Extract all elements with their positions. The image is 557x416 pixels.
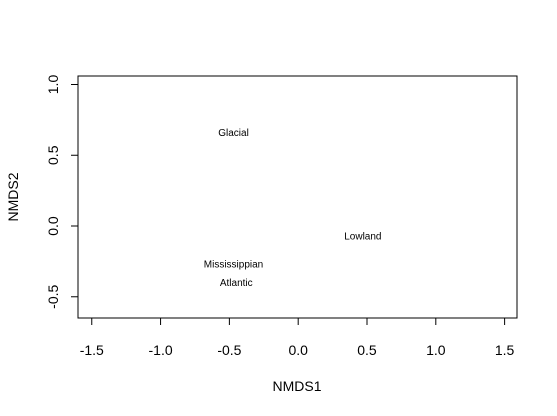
x-tick-label: -0.5 [217,342,241,358]
point-labels: Glacial Lowland Mississippian Atlantic [204,128,382,289]
x-tick-label: 0.5 [357,342,377,358]
y-axis: -0.5 0.0 0.5 1.0 [45,75,79,309]
point-label: Lowland [344,231,381,242]
y-axis-title: NMDS2 [5,172,21,221]
y-tick-label: 1.0 [45,75,61,95]
point-label: Mississippian [204,260,263,271]
x-tick-label: -1.0 [149,342,173,358]
x-tick-label: 1.5 [495,342,515,358]
point-label: Atlantic [220,278,253,289]
y-tick-label: -0.5 [45,284,61,308]
x-axis-title: NMDS1 [272,378,321,394]
x-axis: -1.5 -1.0 -0.5 0.0 0.5 1.0 1.5 [80,317,515,358]
x-tick-label: 0.0 [288,342,308,358]
y-tick-label: 0.5 [45,145,61,165]
point-label: Glacial [218,128,249,139]
x-tick-label: -1.5 [80,342,104,358]
plot-frame [77,75,518,319]
x-tick-label: 1.0 [426,342,446,358]
y-tick-label: 0.0 [45,216,61,236]
